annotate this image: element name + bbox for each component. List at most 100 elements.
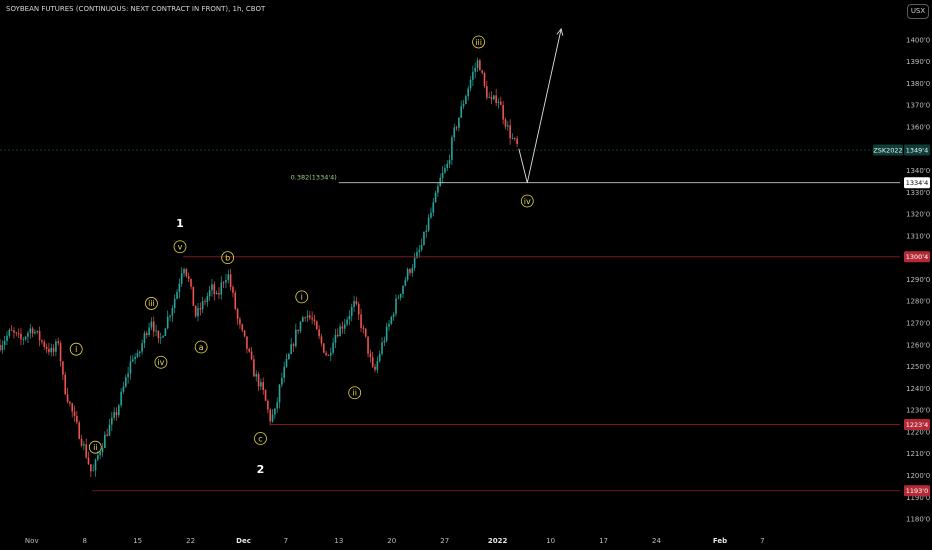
wave-label-iii: iii	[148, 299, 155, 308]
candle-body	[320, 336, 323, 344]
candle-body	[502, 105, 504, 120]
wave-label-circle	[295, 290, 309, 304]
candle-body	[0, 344, 1, 351]
candle-body	[306, 315, 309, 318]
candle-body	[399, 293, 402, 298]
candle-body	[360, 314, 362, 329]
candle-body	[350, 306, 353, 316]
candle-body	[113, 412, 115, 418]
candle-body	[20, 333, 22, 340]
candle-body	[213, 284, 216, 295]
candle-body	[271, 414, 274, 422]
candle-body	[453, 127, 456, 138]
candle-body	[97, 455, 99, 460]
candle-body	[467, 88, 470, 97]
wave-label-ii: ii	[352, 389, 356, 398]
y-tick-label: 1270'0	[906, 320, 930, 328]
candle-body	[469, 79, 472, 89]
symbol-title[interactable]: SOYBEAN FUTURES (CONTINUOUS: NEXT CONTRA…	[6, 5, 266, 13]
x-tick-label: Feb	[713, 537, 727, 545]
candle-body	[13, 330, 15, 333]
projection-path	[518, 28, 562, 183]
candle-body	[374, 366, 376, 370]
y-tick-label: 1190'0	[906, 494, 930, 502]
candle-body	[472, 71, 474, 80]
level-price-tag: 1193'0	[906, 487, 928, 495]
current-price-tag: 1349'4	[906, 146, 928, 154]
candle-body	[325, 352, 327, 356]
candle-body	[444, 168, 446, 173]
candle-body	[48, 348, 50, 353]
candle-body	[304, 317, 306, 319]
candle-body	[17, 333, 20, 334]
candle-body	[31, 328, 34, 334]
wave-label-1: 1	[176, 217, 184, 230]
candle-body	[159, 337, 162, 339]
candle-body	[381, 342, 383, 354]
level-price-tag-bg	[904, 251, 930, 263]
candle-body	[302, 317, 304, 322]
y-axis[interactable]: 1400'0 1390'0 1380'0 1370'0 1360'0 1340'0 1330…	[906, 36, 930, 523]
x-tick-label: 8	[82, 537, 86, 545]
candle-body	[101, 447, 104, 453]
candle-body	[69, 401, 71, 404]
wave-label-circle	[472, 35, 485, 49]
candle-body	[283, 366, 285, 378]
candle-body	[178, 283, 181, 292]
candle-body	[446, 163, 449, 169]
candle-body	[357, 303, 360, 315]
candle-body	[250, 351, 253, 360]
wave-label-circle	[520, 194, 534, 208]
candle-body	[511, 138, 514, 139]
candle-body	[404, 279, 407, 286]
level-price-tag: 1300'4	[906, 253, 928, 261]
candle-body	[71, 403, 74, 412]
candle-body	[514, 138, 516, 139]
level-price-tag-bg	[904, 419, 930, 431]
candle-body	[406, 269, 409, 280]
candle-body	[220, 282, 223, 295]
candle-body	[264, 389, 267, 401]
wave-label-ii: ii	[93, 443, 97, 452]
wave-label-circle	[173, 240, 187, 254]
candle-body	[397, 297, 400, 299]
x-axis[interactable]: Nov 8 15 22 Dec 7 13 20 27 2022 10 17 24 Feb 7	[25, 537, 765, 545]
candle-body	[169, 315, 171, 317]
candle-body	[425, 230, 428, 232]
candle-body	[239, 318, 241, 325]
candle-body	[322, 343, 325, 353]
candle-body	[455, 127, 458, 129]
candle-body	[395, 298, 397, 315]
candle-body	[180, 273, 183, 284]
candle-body	[201, 301, 204, 310]
x-tick-label: 22	[186, 537, 195, 545]
candle-body	[441, 172, 444, 178]
y-tick-label: 1330'0	[906, 189, 930, 197]
candle-body	[402, 285, 404, 294]
candle-body	[187, 276, 190, 279]
candle-body	[416, 251, 418, 258]
level-price-tag-bg	[904, 485, 930, 497]
candle-body	[409, 269, 411, 273]
x-tick-label: Nov	[25, 537, 39, 545]
candle-body	[367, 336, 369, 354]
candle-body	[183, 268, 185, 274]
candle-body	[437, 186, 439, 193]
candle-body	[295, 329, 297, 347]
candle-body	[309, 315, 311, 318]
candle-body	[362, 328, 365, 329]
candle-body	[90, 464, 92, 472]
candle-body	[29, 328, 32, 333]
candle-body	[490, 97, 493, 100]
candle-body	[131, 359, 134, 362]
y-tick-label: 1360'0	[906, 123, 930, 131]
candle-body	[420, 245, 423, 250]
currency-button[interactable]: USX	[907, 4, 929, 19]
candle-body	[486, 86, 488, 98]
candle-body	[199, 308, 202, 310]
candles-layer	[0, 57, 518, 478]
candle-body	[234, 292, 237, 310]
candle-body	[458, 117, 460, 128]
candle-body	[83, 444, 85, 446]
